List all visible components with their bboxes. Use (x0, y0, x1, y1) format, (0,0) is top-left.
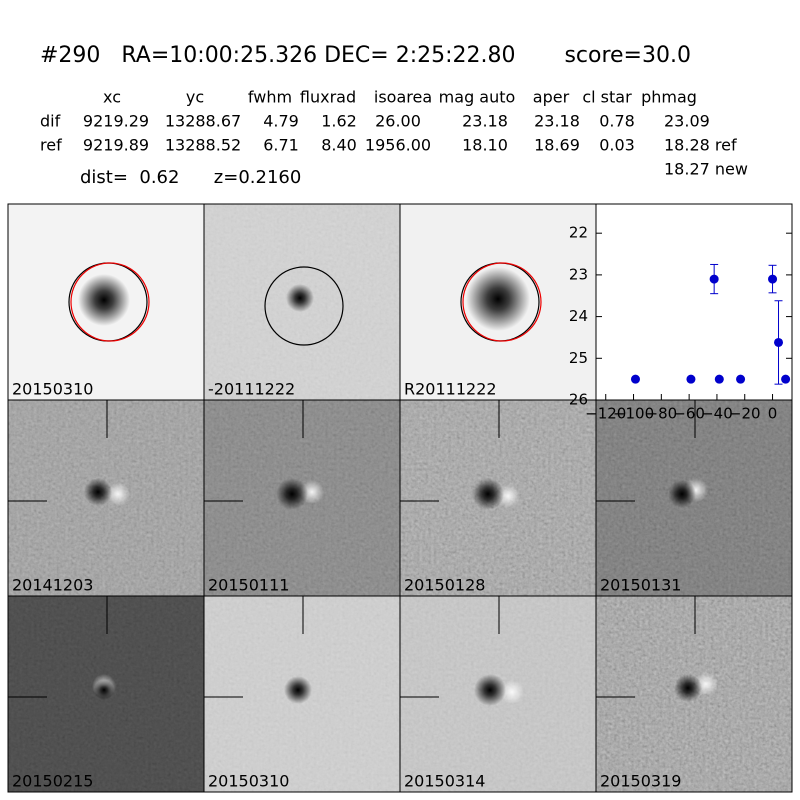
panel-label: 20150314 (404, 772, 485, 791)
panel-label: 20150111 (208, 576, 289, 595)
panel-label: 20150131 (600, 576, 681, 595)
column-header: cl star (582, 88, 632, 107)
source (84, 478, 112, 506)
cell: 0.03 (599, 136, 635, 155)
cell: 8.40 (321, 136, 357, 155)
column-header: mag auto (439, 88, 516, 107)
cell: 1.62 (321, 112, 357, 131)
column-header: yc (186, 88, 204, 107)
data-point (630, 374, 640, 384)
cell: 23.18 (462, 112, 508, 131)
source (474, 674, 506, 706)
column-header: fwhm (248, 88, 292, 107)
cell: 18.10 (462, 136, 508, 155)
source (78, 274, 130, 326)
x-tick-label: −40 (701, 405, 733, 423)
source-glow (106, 482, 130, 506)
cell: 13288.52 (165, 136, 241, 155)
cell: 23.18 (534, 112, 580, 131)
panel-label: -20111222 (208, 380, 295, 399)
data-point (686, 374, 696, 384)
data-point (768, 274, 778, 284)
panel-label: 20150310 (12, 380, 93, 399)
source (284, 676, 312, 704)
cell: 26.00 (375, 112, 421, 131)
panels: 20150310 -20111222 R20111222 20141203 201501… (7, 203, 793, 793)
y-tick-label: 22 (569, 224, 588, 242)
row-label: dif (40, 112, 61, 131)
plot-frame (595, 203, 793, 401)
column-header: phmag (641, 88, 697, 107)
source (466, 267, 530, 331)
cell: 9219.89 (83, 136, 149, 155)
source-glow (500, 680, 524, 704)
data-point (781, 374, 791, 384)
cell: 9219.29 (83, 112, 149, 131)
chart: 22 23 24 25 26−120−100−80−60−40−20 0 (569, 203, 793, 423)
title: #290 RA=10:00:25.326 DEC= 2:25:22.80 sco… (40, 43, 691, 68)
y-tick-label: 26 (569, 391, 588, 409)
source (674, 674, 702, 702)
cell: 18.27 new (664, 160, 748, 179)
panel-label: R20111222 (404, 380, 497, 399)
data-point (709, 274, 719, 284)
panel-border (595, 595, 793, 793)
y-tick-label: 23 (569, 265, 588, 283)
panel-label: 20150128 (404, 576, 485, 595)
column-header: aper (533, 88, 570, 107)
y-tick-label: 24 (569, 307, 588, 325)
panel-label: 20150310 (208, 772, 289, 791)
source (94, 680, 114, 700)
distance: dist= 0.62 z=0.2160 (80, 167, 301, 188)
source (668, 480, 696, 508)
cell: 13288.67 (165, 112, 241, 131)
source (472, 478, 504, 510)
x-tick-label: 0 (768, 405, 778, 423)
column-header: xc (103, 88, 121, 107)
panel-label: 20141203 (12, 576, 93, 595)
cell: 1956.00 (365, 136, 431, 155)
cell: 23.09 (664, 112, 710, 131)
panel-label: 20150215 (12, 772, 93, 791)
cell: 4.79 (263, 112, 299, 131)
cell: 18.28 ref (664, 136, 737, 155)
data-point (736, 374, 746, 384)
x-tick-label: −60 (673, 405, 705, 423)
x-tick-label: −120 (585, 405, 626, 423)
x-tick-label: −20 (729, 405, 761, 423)
data-point (774, 337, 784, 347)
source (286, 284, 314, 312)
row-label: ref (40, 136, 62, 155)
aperture (264, 266, 344, 346)
cell: 18.69 (534, 136, 580, 155)
series (630, 263, 791, 385)
column-header: fluxrad (300, 88, 356, 107)
table: xc yc fwhm fluxrad isoarea mag auto aper cl sta… (40, 88, 748, 189)
source (276, 478, 308, 510)
plot-area (596, 204, 792, 400)
aperture (70, 262, 150, 342)
panel-label: 20150319 (600, 772, 681, 791)
column-header: isoarea (374, 88, 432, 107)
data-point (714, 374, 724, 384)
cell: 0.78 (599, 112, 635, 131)
y-tick-label: 25 (569, 349, 588, 367)
x-tick-label: −100 (613, 405, 654, 423)
x-tick-label: −80 (646, 405, 678, 423)
aperture (462, 262, 542, 342)
cell: 6.71 (263, 136, 299, 155)
